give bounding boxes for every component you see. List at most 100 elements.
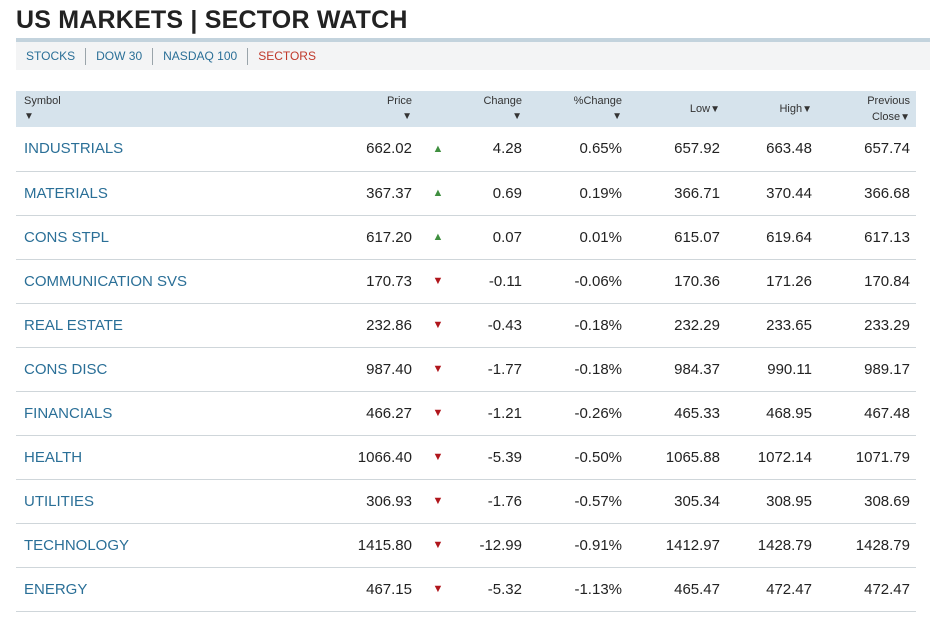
sort-down-icon[interactable]: ▼: [402, 111, 412, 122]
change-value: 0.07: [492, 228, 522, 246]
table-header: Symbol ▼ Price ▼ Change ▼ %Change ▼ Low▼…: [16, 91, 916, 127]
price-value: 1415.80: [357, 536, 412, 554]
up-arrow-icon: ▲: [432, 142, 444, 155]
table-row[interactable]: CONS DISC 987.40 ▼ -1.77 -0.18% 984.37 990.11 9…: [16, 347, 916, 391]
column-label-low: Low: [689, 102, 711, 115]
down-arrow-icon: ▼: [432, 451, 444, 463]
change-value: 0.69: [492, 184, 522, 202]
change-value: 4.28: [492, 140, 522, 158]
previous-close-value: 233.29: [864, 316, 910, 334]
price-value: 232.86: [366, 316, 412, 334]
change-value: -1.21: [487, 404, 522, 422]
table-row[interactable]: REAL ESTATE 232.86 ▼ -0.43 -0.18% 232.29 233.6…: [16, 303, 916, 347]
sector-symbol-link[interactable]: ENERGY: [24, 580, 88, 598]
low-value: 305.34: [674, 492, 720, 510]
pct-change-value: 0.01%: [579, 228, 622, 246]
column-header-symbol[interactable]: Symbol ▼: [16, 91, 324, 127]
sector-symbol-link[interactable]: CONS STPL: [24, 228, 110, 246]
low-value: 465.47: [674, 580, 720, 598]
sort-down-icon[interactable]: ▼: [710, 103, 720, 115]
tab-sectors[interactable]: SECTORS: [258, 48, 316, 63]
table-row[interactable]: ENERGY 467.15 ▼ -5.32 -1.13% 465.47 472.47 472.…: [16, 567, 916, 611]
change-value: -5.39: [487, 448, 522, 466]
low-value: 984.37: [674, 360, 720, 378]
sector-symbol-link[interactable]: MATERIALS: [24, 184, 108, 202]
table-row[interactable]: UTILITIES 306.93 ▼ -1.76 -0.57% 305.34 308.95 3…: [16, 479, 916, 523]
previous-close-value: 657.74: [864, 140, 910, 158]
down-arrow-icon: ▼: [432, 583, 444, 595]
price-value: 170.73: [366, 272, 412, 290]
down-arrow-icon: ▼: [432, 319, 444, 331]
change-value: -5.32: [487, 580, 522, 598]
sector-symbol-link[interactable]: COMMUNICATION SVS: [24, 272, 188, 290]
sector-symbol-link[interactable]: FINANCIALS: [24, 404, 113, 422]
sort-down-icon[interactable]: ▼: [512, 111, 522, 122]
up-arrow-icon: ▲: [432, 231, 444, 243]
pct-change-value: -0.18%: [574, 316, 622, 334]
table-row[interactable]: FINANCIALS 466.27 ▼ -1.21 -0.26% 465.33 468.95…: [16, 391, 916, 435]
pct-change-value: 0.19%: [579, 184, 622, 202]
previous-close-value: 170.84: [864, 272, 910, 290]
previous-close-value: 617.13: [864, 228, 910, 246]
high-value: 468.95: [766, 404, 812, 422]
column-header-price[interactable]: Price ▼: [324, 91, 418, 127]
price-value: 466.27: [366, 404, 412, 422]
sector-symbol-link[interactable]: UTILITIES: [24, 492, 95, 510]
column-label-change: Change: [483, 95, 522, 107]
pct-change-value: -0.91%: [574, 536, 622, 554]
table-row[interactable]: CONS STPL 617.20 ▲ 0.07 0.01% 615.07 619.64 617…: [16, 215, 916, 259]
column-label-symbol: Symbol: [24, 95, 61, 107]
pct-change-value: -0.18%: [574, 360, 622, 378]
tab-nasdaq-100[interactable]: NASDAQ 100: [153, 47, 249, 65]
change-value: -0.43: [487, 316, 522, 334]
title-divider: [16, 38, 930, 42]
column-label-price: Price: [386, 95, 412, 107]
table-row[interactable]: COMMUNICATION SVS 170.73 ▼ -0.11 -0.06% 170.3…: [16, 259, 916, 303]
sort-down-icon[interactable]: ▼: [900, 111, 910, 123]
table-row[interactable]: MATERIALS 367.37 ▲ 0.69 0.19% 366.71 370.44 366…: [16, 171, 916, 215]
sector-symbol-link[interactable]: INDUSTRIALS: [24, 140, 124, 158]
sort-down-icon[interactable]: ▼: [24, 111, 34, 122]
tab-dow-30[interactable]: DOW 30: [86, 47, 154, 65]
previous-close-value: 1071.79: [855, 448, 910, 466]
up-arrow-icon: ▲: [432, 187, 444, 199]
low-value: 465.33: [674, 404, 720, 422]
table-row[interactable]: TECHNOLOGY 1415.80 ▼ -12.99 -0.91% 1412.97 142…: [16, 523, 916, 567]
sort-down-icon[interactable]: ▼: [802, 103, 812, 115]
high-value: 1428.79: [757, 536, 812, 554]
down-arrow-icon: ▼: [432, 275, 444, 287]
sector-symbol-link[interactable]: HEALTH: [24, 448, 83, 466]
high-value: 1072.14: [757, 448, 812, 466]
sector-symbol-link[interactable]: REAL ESTATE: [24, 316, 123, 334]
previous-close-value: 989.17: [864, 360, 910, 378]
sort-down-icon[interactable]: ▼: [612, 111, 622, 122]
table-row[interactable]: INDUSTRIALS 662.02 ▲ 4.28 0.65% 657.92 663.48 6…: [16, 127, 916, 171]
down-arrow-icon: ▼: [432, 495, 444, 507]
tab-stocks[interactable]: STOCKS: [16, 47, 87, 65]
high-value: 308.95: [766, 492, 812, 510]
column-header-low[interactable]: Low▼: [628, 91, 726, 127]
table-row[interactable]: HEALTH 1066.40 ▼ -5.39 -0.50% 1065.88 1072.14 1…: [16, 435, 916, 479]
high-value: 663.48: [766, 140, 812, 158]
previous-close-value: 1428.79: [855, 536, 910, 554]
low-value: 170.36: [674, 272, 720, 290]
column-header-change[interactable]: Change ▼: [458, 91, 528, 127]
column-header-high[interactable]: High▼: [726, 91, 818, 127]
pct-change-value: -1.13%: [574, 580, 622, 598]
price-value: 617.20: [366, 228, 412, 246]
column-header-previous-close[interactable]: Previous Close▼: [818, 91, 916, 127]
previous-close-value: 467.48: [864, 404, 910, 422]
price-value: 1066.40: [357, 448, 412, 466]
high-value: 370.44: [766, 184, 812, 202]
price-value: 306.93: [366, 492, 412, 510]
sector-symbol-link[interactable]: TECHNOLOGY: [24, 536, 130, 554]
high-value: 619.64: [766, 228, 812, 246]
previous-close-value: 308.69: [864, 492, 910, 510]
column-label-previous: Previous: [867, 94, 910, 107]
column-label-pct-change: %Change: [573, 95, 622, 107]
down-arrow-icon: ▼: [432, 407, 444, 419]
column-header-pct-change[interactable]: %Change ▼: [528, 91, 628, 127]
previous-close-value: 472.47: [864, 580, 910, 598]
sector-symbol-link[interactable]: CONS DISC: [24, 360, 108, 378]
previous-close-value: 366.68: [864, 184, 910, 202]
